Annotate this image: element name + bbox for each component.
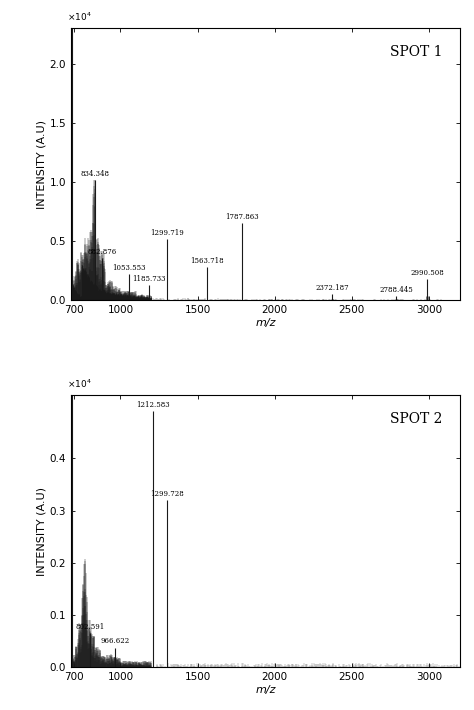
Text: 1299.719: 1299.719 <box>150 229 183 236</box>
Text: $\times10^4$: $\times10^4$ <box>67 378 92 390</box>
Text: 1787.863: 1787.863 <box>225 214 259 222</box>
X-axis label: m/z: m/z <box>255 318 276 328</box>
Text: 1212.583: 1212.583 <box>137 401 170 409</box>
Text: 2990.508: 2990.508 <box>410 269 444 277</box>
Text: 966.622: 966.622 <box>100 638 130 645</box>
Text: SPOT 1: SPOT 1 <box>390 45 442 59</box>
X-axis label: m/z: m/z <box>255 685 276 695</box>
Text: 882.876: 882.876 <box>88 248 117 256</box>
Text: 2372.187: 2372.187 <box>315 284 349 293</box>
Y-axis label: INTENSITY (A.U): INTENSITY (A.U) <box>37 487 47 576</box>
Text: 1299.728: 1299.728 <box>150 490 183 498</box>
Text: 2788.445: 2788.445 <box>379 285 413 293</box>
Text: 834.348: 834.348 <box>81 170 109 178</box>
Text: 1563.718: 1563.718 <box>191 257 224 265</box>
Text: 1185.733: 1185.733 <box>132 275 166 283</box>
Text: SPOT 2: SPOT 2 <box>390 412 442 426</box>
Y-axis label: INTENSITY (A.U): INTENSITY (A.U) <box>37 120 47 209</box>
Text: $\times10^4$: $\times10^4$ <box>67 11 92 23</box>
Text: 1053.553: 1053.553 <box>112 264 146 272</box>
Text: 802.591: 802.591 <box>75 623 105 631</box>
